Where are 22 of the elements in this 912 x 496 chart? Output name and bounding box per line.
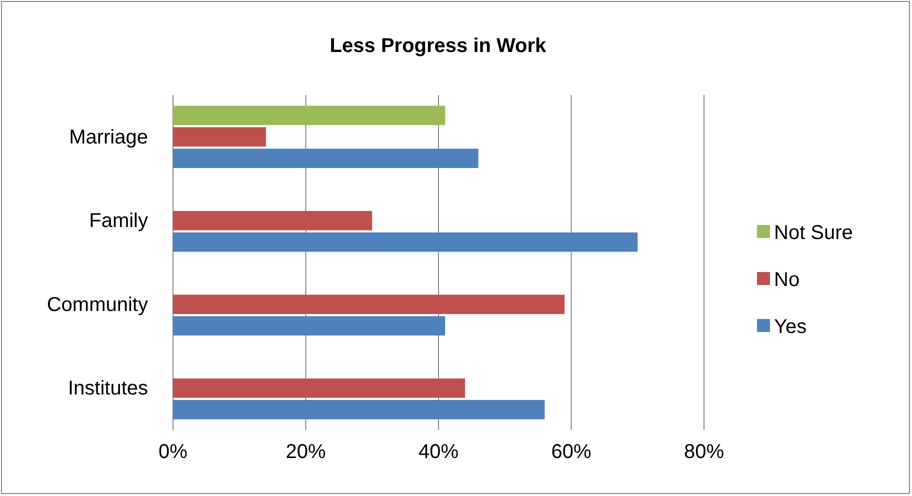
bar bbox=[173, 232, 638, 252]
bar bbox=[173, 378, 466, 398]
legend-label: Yes bbox=[774, 316, 807, 338]
y-tick-label: Community bbox=[46, 294, 148, 316]
legend-label: No bbox=[774, 269, 800, 291]
bar bbox=[173, 106, 446, 126]
x-tick-label: 0% bbox=[158, 441, 188, 464]
bar bbox=[173, 148, 478, 168]
x-tick-label: 20% bbox=[286, 441, 326, 464]
x-tick-label: 60% bbox=[551, 441, 592, 464]
bar bbox=[173, 316, 446, 336]
bar bbox=[173, 127, 266, 147]
bar bbox=[173, 210, 372, 230]
x-tick-label: 80% bbox=[684, 441, 724, 464]
legend-label: Not Sure bbox=[774, 222, 853, 244]
chart-title: Less Progress in Work bbox=[330, 35, 548, 57]
y-tick-label: Institutes bbox=[68, 378, 148, 400]
bar bbox=[173, 400, 545, 420]
x-tick-label: 40% bbox=[418, 441, 459, 464]
bar bbox=[173, 294, 565, 314]
y-tick-label: Marriage bbox=[69, 126, 148, 148]
y-tick-label: Family bbox=[89, 210, 148, 232]
